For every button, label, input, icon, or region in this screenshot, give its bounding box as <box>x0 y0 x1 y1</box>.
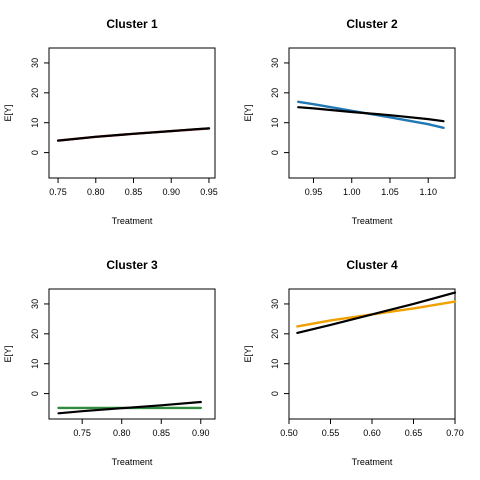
x-axis-label: Treatment <box>352 216 393 226</box>
x-axis-label: Treatment <box>112 457 153 467</box>
series-line-colored <box>297 100 445 130</box>
plot-frame <box>48 288 216 420</box>
y-axis-label: E[Y] <box>3 104 13 121</box>
x-tick-label: 0.80 <box>87 187 105 197</box>
y-tick-label: 20 <box>270 88 280 98</box>
y-axis-label: E[Y] <box>243 345 253 362</box>
panel-title: Cluster 1 <box>106 17 158 31</box>
y-tick-label: 0 <box>270 391 280 396</box>
x-tick-label: 0.65 <box>405 428 423 438</box>
plot-frame <box>288 288 456 420</box>
panel-cluster-4: Cluster 4 0.50 0.55 0.60 0.65 0.70 0 10 20 30 Trea… <box>243 258 464 467</box>
x-tick-label: 0.85 <box>152 428 170 438</box>
panel-cluster-2: Cluster 2 0.95 1.00 1.05 1.10 0 10 20 30 Treatmen… <box>243 17 456 226</box>
x-tick-label: 0.95 <box>305 187 323 197</box>
x-tick-label: 0.95 <box>200 187 218 197</box>
panel-title: Cluster 3 <box>106 258 158 272</box>
y-tick-label: 20 <box>30 329 40 339</box>
y-tick-label: 0 <box>30 150 40 155</box>
y-tick-label: 20 <box>270 329 280 339</box>
x-tick-label: 0.75 <box>73 428 91 438</box>
panel-title: Cluster 2 <box>346 17 398 31</box>
x-tick-label: 0.50 <box>280 428 298 438</box>
x-tick-label: 1.00 <box>343 187 361 197</box>
y-tick-label: 10 <box>30 118 40 128</box>
y-tick-label: 30 <box>270 299 280 309</box>
y-tick-label: 30 <box>30 58 40 68</box>
x-tick-label: 0.75 <box>49 187 67 197</box>
plot-frame <box>288 47 456 179</box>
x-tick-label: 1.05 <box>381 187 399 197</box>
x-tick-label: 0.60 <box>363 428 381 438</box>
x-tick-label: 0.80 <box>113 428 131 438</box>
x-tick-label: 0.90 <box>162 187 180 197</box>
panel-title: Cluster 4 <box>346 258 398 272</box>
x-tick-label: 0.85 <box>125 187 143 197</box>
y-tick-label: 10 <box>30 359 40 369</box>
y-tick-label: 0 <box>270 150 280 155</box>
y-tick-label: 10 <box>270 359 280 369</box>
series-line-black <box>57 400 202 415</box>
y-tick-label: 30 <box>30 299 40 309</box>
y-axis-label: E[Y] <box>243 104 253 121</box>
x-tick-label: 0.90 <box>192 428 210 438</box>
y-tick-label: 10 <box>270 118 280 128</box>
plot-frame <box>48 47 216 179</box>
x-tick-label: 0.55 <box>322 428 340 438</box>
series-line-black <box>56 127 211 142</box>
x-tick-label: 1.10 <box>419 187 437 197</box>
y-tick-label: 0 <box>30 391 40 396</box>
y-axis-label: E[Y] <box>3 345 13 362</box>
panel-cluster-3: Cluster 3 0.75 0.80 0.85 0.90 0 10 20 30 Treatmen… <box>3 258 216 467</box>
series-line-black <box>297 106 445 123</box>
x-axis-label: Treatment <box>352 457 393 467</box>
y-tick-label: 20 <box>30 88 40 98</box>
series-line-black <box>296 291 457 334</box>
x-tick-label: 0.70 <box>446 428 464 438</box>
panel-cluster-1: Cluster 1 0.75 0.80 0.85 0.90 0.95 0 10 20 30 Trea… <box>3 17 218 226</box>
x-axis-label: Treatment <box>112 216 153 226</box>
y-tick-label: 30 <box>270 58 280 68</box>
